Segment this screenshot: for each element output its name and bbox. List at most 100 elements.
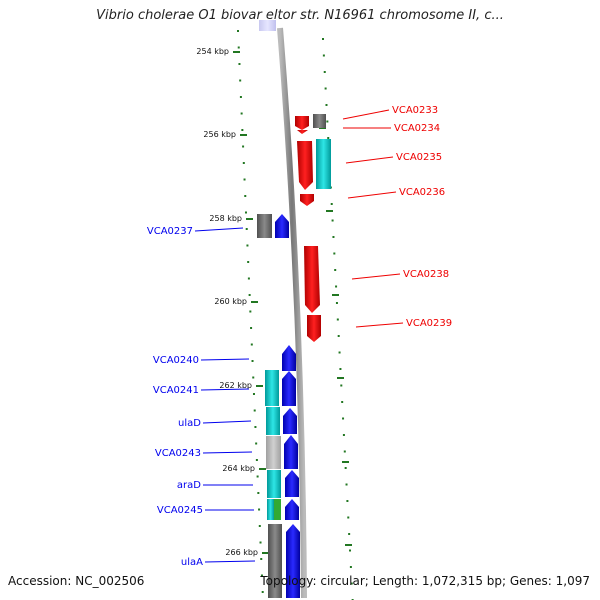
guide-dot-right: [346, 500, 349, 502]
gene-label[interactable]: VCA0245: [157, 505, 203, 516]
scale-tick-mark-right: [345, 544, 352, 546]
gene-label[interactable]: VCA0236: [399, 187, 445, 198]
feature-ulaa-gray: [268, 524, 282, 598]
feature-ulad-cyan: [266, 407, 280, 435]
feature-vca0245-green: [274, 499, 281, 520]
gene-label[interactable]: VCA0240: [153, 355, 199, 366]
guide-dot-left: [257, 492, 260, 494]
gene-label[interactable]: VCA0238: [403, 269, 449, 280]
scale-tick-label: 254 kbp: [196, 47, 229, 56]
guide-dot-left: [258, 508, 261, 511]
guide-dot-right: [345, 483, 348, 486]
guide-dots: [237, 30, 354, 600]
guide-dot-right: [348, 533, 351, 535]
feature-vca0235-cyan: [316, 139, 331, 189]
scale-tick-mark: [256, 385, 263, 387]
gene-label[interactable]: araD: [177, 480, 201, 491]
scale-tick-label: 258 kbp: [209, 214, 242, 223]
gene-label[interactable]: VCA0233: [392, 105, 438, 116]
scale-tick-mark: [246, 218, 253, 220]
guide-dot-right: [334, 269, 337, 271]
guide-dot-left: [258, 525, 261, 527]
left-strand-features: [257, 214, 300, 598]
guide-dot-right: [337, 335, 340, 337]
guide-dot-left: [244, 195, 247, 197]
gene-label[interactable]: VCA0239: [406, 318, 452, 329]
feature-vca0243: [284, 435, 298, 469]
guide-dot-right: [325, 104, 328, 106]
gene-label[interactable]: VCA0235: [396, 152, 442, 163]
guide-dot-right: [324, 87, 327, 90]
guide-dot-left: [246, 244, 249, 247]
scale-tick-mark: [251, 301, 258, 303]
feature-vca0241: [282, 371, 296, 406]
scale-tick-label: 260 kbp: [214, 297, 247, 306]
feature-vca0243-light: [266, 436, 281, 469]
topology-stats-text: Topology: circular; Length: 1,072,315 bp…: [260, 574, 590, 588]
gene-leader-line: [355, 322, 404, 328]
gene-label[interactable]: ulaD: [178, 418, 201, 429]
gene-leader-line: [202, 420, 252, 424]
guide-dot-left: [259, 541, 262, 544]
guide-dot-right: [336, 318, 339, 321]
guide-dot-left: [244, 211, 247, 214]
guide-dot-right: [344, 467, 347, 469]
guide-dot-left: [243, 178, 246, 181]
guide-dot-left: [252, 393, 255, 395]
guide-dot-left: [251, 360, 254, 362]
guide-dot-left: [240, 112, 243, 115]
gene-label[interactable]: VCA0234: [394, 123, 440, 134]
feature-vca0233-gray: [313, 114, 326, 128]
scale-tick-mark-right: [342, 461, 349, 463]
gene-leader-line: [347, 191, 397, 199]
scale-tick-label: 266 kbp: [225, 548, 258, 557]
guide-dot-left: [239, 96, 242, 98]
guide-dot-left: [255, 459, 258, 461]
backbone-track: [277, 27, 307, 599]
feature-arad-cyan: [267, 470, 281, 498]
scale-tick-label: 256 kbp: [203, 130, 236, 139]
guide-dot-right: [332, 236, 335, 238]
gene-label[interactable]: VCA0243: [155, 448, 201, 459]
feature-vca0235: [297, 141, 313, 190]
guide-dot-right: [326, 120, 329, 123]
guide-dot-right: [341, 401, 344, 403]
scale-tick-label: 262 kbp: [219, 381, 252, 390]
guide-dot-left: [242, 145, 245, 148]
guide-dot-right: [322, 54, 325, 57]
guide-dot-right: [347, 516, 350, 519]
scale-ticks: 254 kbp 256 kbp 258 kbp 260 kbp 262 kbp 264 k…: [196, 47, 352, 557]
gene-label[interactable]: ulaA: [181, 557, 203, 568]
guide-dot-left: [242, 162, 245, 164]
guide-dot-right: [350, 582, 353, 585]
scale-tick-mark: [259, 468, 266, 470]
feature-vca0236: [300, 194, 314, 206]
scale-tick-mark: [262, 552, 269, 554]
gene-label[interactable]: VCA0237: [147, 226, 193, 237]
feature-vca0237-gray: [257, 214, 272, 238]
guide-dot-left: [248, 294, 251, 296]
guide-dot-right: [323, 71, 326, 73]
guide-dot-left: [247, 277, 250, 280]
guide-dot-left: [260, 574, 263, 577]
feature-vca0234-b: [297, 130, 308, 134]
guide-dot-left: [256, 475, 259, 478]
feature-vca0245: [285, 499, 299, 520]
guide-dot-right: [335, 285, 338, 288]
guide-dot-left: [247, 261, 250, 263]
feature-vca0245-cyan: [267, 499, 274, 520]
guide-dot-right: [331, 219, 334, 222]
gene-label[interactable]: VCA0241: [153, 385, 199, 396]
guide-dot-right: [342, 434, 345, 436]
scale-tick-label: 264 kbp: [222, 464, 255, 473]
guide-dot-right: [349, 549, 352, 552]
guide-dot-right: [342, 417, 345, 420]
guide-dot-left: [252, 376, 255, 379]
guide-dot-left: [237, 30, 239, 32]
accession-text: Accession: NC_002506: [8, 574, 145, 588]
guide-dot-right: [338, 351, 341, 354]
scale-tick-mark-right: [326, 210, 333, 212]
guide-dot-left: [239, 79, 242, 82]
guide-dot-left: [261, 591, 264, 593]
